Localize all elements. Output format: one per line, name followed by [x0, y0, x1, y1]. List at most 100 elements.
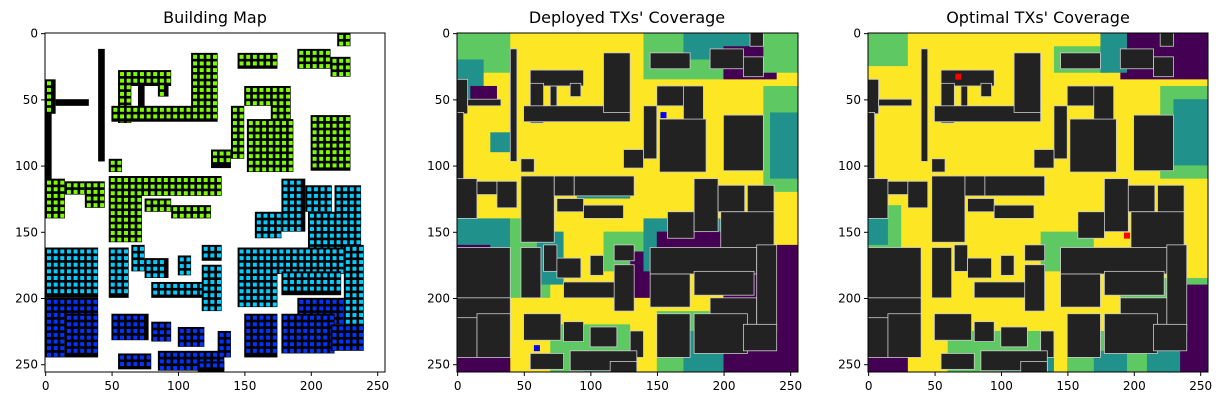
tx-candidate-point — [133, 107, 138, 112]
tx-candidate-point — [159, 78, 164, 83]
tx-candidate-point — [159, 266, 164, 271]
tx-candidate-point — [329, 226, 334, 231]
tx-candidate-point — [316, 322, 321, 327]
tx-candidate-point — [193, 94, 198, 99]
tx-candidate-point — [352, 279, 357, 284]
tx-candidate-point — [46, 193, 51, 198]
building — [589, 255, 604, 276]
tx-candidate-point — [86, 335, 91, 340]
tx-candidate-point — [186, 270, 191, 275]
tx-candidate-point — [356, 187, 361, 192]
tx-candidate-point — [53, 319, 58, 324]
tx-candidate-point — [210, 177, 215, 182]
tx-candidate-point — [283, 213, 288, 218]
tx-candidate-point — [329, 286, 334, 291]
tx-candidate-point — [270, 233, 275, 238]
tx-candidate-point — [110, 177, 115, 182]
tx-candidate-point — [126, 98, 131, 103]
tx-candidate-point — [179, 359, 184, 364]
tx-candidate-point — [117, 197, 122, 202]
tx-candidate-point — [319, 256, 324, 261]
tx-candidate-point — [124, 217, 129, 222]
tx-candidate-point — [146, 355, 151, 360]
tx-candidate-point — [283, 180, 288, 185]
plot-area — [868, 33, 1208, 372]
tx-candidate-point — [316, 233, 321, 238]
tx-candidate-point — [262, 154, 267, 159]
tx-candidate-point — [296, 193, 301, 198]
tx-candidate-point — [290, 187, 295, 192]
tx-candidate-point — [73, 335, 78, 340]
tx-candidate-point — [309, 240, 314, 245]
building — [1053, 105, 1068, 160]
tx-candidate-point — [66, 275, 71, 280]
building — [529, 69, 584, 87]
tx-candidate-point — [272, 328, 277, 333]
tx-candidate-point — [356, 200, 361, 205]
tx-candidate-point — [110, 282, 115, 287]
tx-candidate-point — [226, 339, 231, 344]
tx-candidate-point — [279, 249, 284, 254]
building — [563, 321, 584, 342]
tx-candidate-point — [133, 355, 138, 360]
tx-candidate-point — [323, 335, 328, 340]
tx-candidate-point — [252, 87, 257, 92]
tx-candidate-point — [239, 262, 244, 267]
tx-candidate-point — [345, 260, 350, 265]
tx-candidate-point — [60, 207, 65, 212]
tx-candidate-point — [320, 187, 325, 192]
tx-candidate-point — [359, 332, 364, 337]
tx-candidate-point — [359, 326, 364, 331]
tx-candidate-point — [117, 184, 122, 189]
tx-candidate-point — [110, 269, 115, 274]
tx-candidate-point — [46, 262, 51, 267]
tx-candidate-point — [349, 240, 354, 245]
tx-candidate-point — [46, 275, 51, 280]
tx-candidate-point — [206, 74, 211, 79]
building — [623, 149, 644, 169]
tx-candidate-point — [100, 196, 105, 201]
tx-candidate-point — [343, 233, 348, 238]
building — [230, 105, 245, 159]
tx-candidate-point — [246, 295, 251, 300]
tx-candidate-point — [266, 295, 271, 300]
tx-candidate-point — [325, 299, 330, 304]
axes-frame — [867, 32, 1209, 373]
tx-candidate-point — [80, 256, 85, 261]
tx-candidate-point — [203, 279, 208, 284]
building — [878, 98, 913, 107]
tx-candidate-point — [179, 264, 184, 269]
tx-candidate-point — [86, 328, 91, 333]
coverage-region — [868, 218, 888, 245]
tx-candidate-point — [120, 355, 125, 360]
tx-candidate-point — [73, 189, 78, 194]
y-tick-label: 250 — [15, 358, 38, 372]
tx-candidate-point — [303, 328, 308, 333]
tx-candidate-point — [153, 114, 158, 119]
tx-candidate-point — [193, 290, 198, 295]
tx-candidate-point — [239, 289, 244, 294]
tx-candidate-point — [80, 342, 85, 347]
tx-candidate-point — [124, 197, 129, 202]
building — [868, 78, 880, 115]
building — [1069, 118, 1117, 173]
tx-candidate-point — [323, 328, 328, 333]
y-tick-label: 0 — [442, 27, 450, 41]
building — [868, 247, 922, 299]
tx-candidate-point — [206, 68, 211, 73]
tx-candidate-point — [359, 246, 364, 251]
tx-candidate-point — [186, 342, 191, 347]
tx-candidate-point — [352, 246, 357, 251]
tx-candidate-point — [259, 348, 264, 353]
tx-candidate-point — [117, 167, 122, 172]
tx-candidate-point — [126, 335, 131, 340]
tx-candidate-point — [113, 335, 118, 340]
tx-candidate-point — [117, 217, 122, 222]
tx-candidate-point — [339, 346, 344, 351]
tx-candidate-point — [319, 123, 324, 128]
tx-candidate-point — [159, 85, 164, 90]
tx-candidate-point — [219, 352, 224, 357]
tx-candidate-point — [345, 319, 350, 324]
tx-candidate-point — [130, 197, 135, 202]
